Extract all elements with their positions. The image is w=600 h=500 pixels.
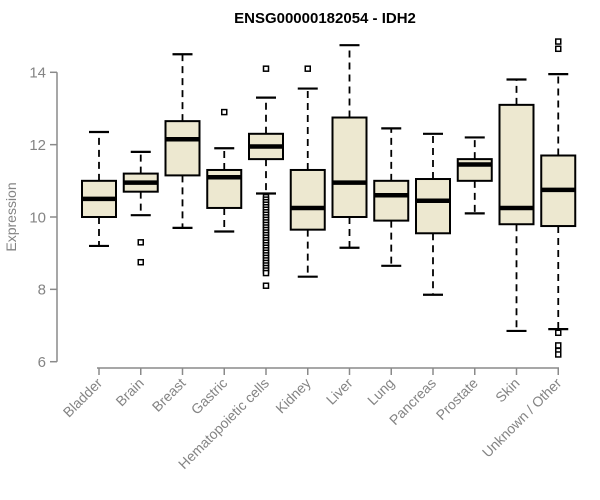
outlier-unknown-other [555,329,562,337]
box-group-lung [373,127,410,267]
x-tick-label-breast: Breast [149,375,189,415]
outlier-unknown-other [555,38,562,45]
outlier-hematopoietic-cells [262,269,270,277]
box-group-skin [498,78,535,333]
y-axis: 6 8 10 12 14 [29,65,58,371]
outlier-unknown-other [555,342,562,349]
outlier-kidney [304,65,311,72]
y-axis-label: Expression [3,182,19,251]
box-kidney [289,168,326,231]
box-group-liver [331,44,368,249]
y-tick-label-6: 6 [38,354,46,371]
box-group-brain [122,150,159,266]
x-tick-label-kidney: Kidney [272,375,314,417]
outlier-gastric [221,108,228,116]
outlier-brain [137,258,144,266]
x-tick-label-skin: Skin [492,375,523,406]
x-tick-label-bladder: Bladder [60,375,106,421]
box-group-kidney [289,65,326,278]
x-tick-label-prostate: Prostate [433,375,481,423]
x-tick-label-liver: Liver [323,375,356,408]
y-tick-label-8: 8 [38,282,46,299]
x-tick-label-unknown-other: Unknown / Other [479,375,565,461]
box-group-pancreas [415,132,451,296]
box-group-breast [164,53,201,229]
box-pancreas [415,178,451,235]
box-breast [164,120,201,177]
box-skin [498,103,535,226]
y-tick-label-10: 10 [29,209,46,226]
box-group-hematopoietic-cells [248,65,284,289]
box-lung [373,179,410,222]
y-tick-label-12: 12 [29,137,46,154]
x-tick-label-brain: Brain [112,375,146,409]
outlier-brain [137,239,144,246]
box-group-bladder [81,130,117,248]
outlier-unknown-other [555,351,562,358]
outlier-unknown-other [555,45,562,53]
chart-title: ENSG00000182054 - IDH2 [234,10,416,27]
box-group-prostate [456,136,493,215]
x-tick-label-lung: Lung [364,375,397,408]
box-group-gastric [206,108,243,233]
box-group-unknown-other [540,38,577,358]
outlier-hematopoietic-cells [262,65,270,72]
y-tick-label-14: 14 [29,65,46,82]
outlier-hematopoietic-cells [262,282,270,289]
boxplot-series [81,38,577,358]
box-liver [331,116,368,218]
